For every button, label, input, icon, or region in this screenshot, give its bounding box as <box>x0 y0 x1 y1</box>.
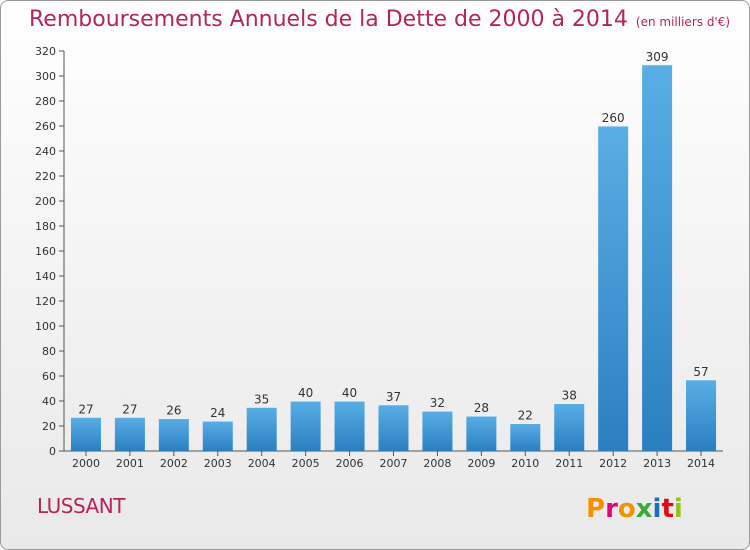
svg-text:Proxiti: Proxiti <box>586 494 683 524</box>
bar-value-label: 38 <box>562 389 577 403</box>
bar <box>114 417 145 451</box>
bar-value-label: 22 <box>518 409 533 423</box>
logo-letter: i <box>674 494 683 524</box>
y-tick-label: 180 <box>35 220 56 233</box>
y-tick-label: 160 <box>35 245 56 258</box>
x-tick-label: 2002 <box>160 457 188 470</box>
bar <box>334 401 365 451</box>
x-tick-label: 2008 <box>423 457 451 470</box>
x-axis: 2000 2001 2002 2003 2004 2005 2006 2007 2008 2009… <box>64 450 723 470</box>
y-tick-label: 60 <box>42 370 56 383</box>
x-tick-label: 2007 <box>380 457 408 470</box>
bar-value-label: 35 <box>254 392 269 406</box>
value-labels: 27 27 26 24 35 40 40 37 32 28 22 38 260 309 57 <box>78 50 708 423</box>
y-tick-label: 240 <box>35 145 56 158</box>
bar <box>466 416 497 451</box>
logo-letter: r <box>605 494 618 524</box>
x-tick-label: 2003 <box>204 457 232 470</box>
y-tick-label: 40 <box>42 395 56 408</box>
y-axis: 0 20 40 60 80 100 120 140 160 180 200 220 240 260 280 3… <box>35 45 65 458</box>
chart-title: Remboursements Annuels de la Dette de 20… <box>29 7 730 32</box>
bar-value-label: 27 <box>122 402 137 416</box>
bar-value-label: 40 <box>298 386 313 400</box>
x-tick-label: 2012 <box>599 457 627 470</box>
bar <box>378 404 409 451</box>
x-tick-label: 2000 <box>72 457 100 470</box>
y-tick-label: 300 <box>35 70 56 83</box>
y-tick-label: 100 <box>35 320 56 333</box>
bar <box>686 379 717 451</box>
chart-unit: (en milliers d'€) <box>635 15 731 29</box>
proxiti-logo: Proxiti <box>586 494 683 524</box>
commune-name: LUSSANT <box>37 494 125 518</box>
bar <box>642 64 673 451</box>
logo-letter: t <box>661 494 673 524</box>
y-tick-label: 320 <box>35 45 56 58</box>
x-tick-label: 2005 <box>292 457 320 470</box>
y-tick-label: 0 <box>49 445 56 458</box>
bar <box>246 407 277 451</box>
bar <box>290 401 321 451</box>
bar-value-label: 28 <box>474 401 489 415</box>
logo-letter: x <box>636 494 653 524</box>
bar-value-label: 26 <box>166 404 181 418</box>
bar-value-label: 24 <box>210 406 225 420</box>
y-tick-label: 120 <box>35 295 56 308</box>
y-tick-label: 80 <box>42 345 56 358</box>
chart-title-text: Remboursements Annuels de la Dette de 20… <box>29 7 628 32</box>
bar-value-label: 32 <box>430 396 445 410</box>
y-tick-label: 20 <box>42 420 56 433</box>
x-tick-label: 2013 <box>643 457 671 470</box>
y-tick-label: 260 <box>35 120 56 133</box>
logo-letter: P <box>586 494 605 524</box>
y-tick-label: 200 <box>35 195 56 208</box>
y-tick-label: 140 <box>35 270 56 283</box>
bar <box>158 418 189 451</box>
bars <box>70 64 717 451</box>
bar-value-label: 27 <box>78 402 93 416</box>
bar-value-label: 40 <box>342 386 357 400</box>
bar <box>202 421 233 451</box>
bar <box>510 423 541 451</box>
x-tick-label: 2004 <box>248 457 276 470</box>
bar-value-label: 309 <box>646 50 669 64</box>
logo-letter: i <box>653 494 662 524</box>
x-tick-label: 2010 <box>511 457 539 470</box>
bar <box>70 417 101 451</box>
bar-value-label: 260 <box>602 111 625 125</box>
bar <box>598 126 629 451</box>
bar <box>422 411 453 451</box>
x-tick-label: 2014 <box>687 457 715 470</box>
x-tick-label: 2011 <box>555 457 583 470</box>
logo-letter: o <box>618 494 636 524</box>
bar <box>554 403 585 451</box>
x-tick-label: 2006 <box>336 457 364 470</box>
bar-value-label: 57 <box>693 365 708 379</box>
y-tick-label: 220 <box>35 170 56 183</box>
bar-value-label: 37 <box>386 390 401 404</box>
x-tick-label: 2009 <box>467 457 495 470</box>
y-tick-label: 280 <box>35 95 56 108</box>
x-tick-label: 2001 <box>116 457 144 470</box>
